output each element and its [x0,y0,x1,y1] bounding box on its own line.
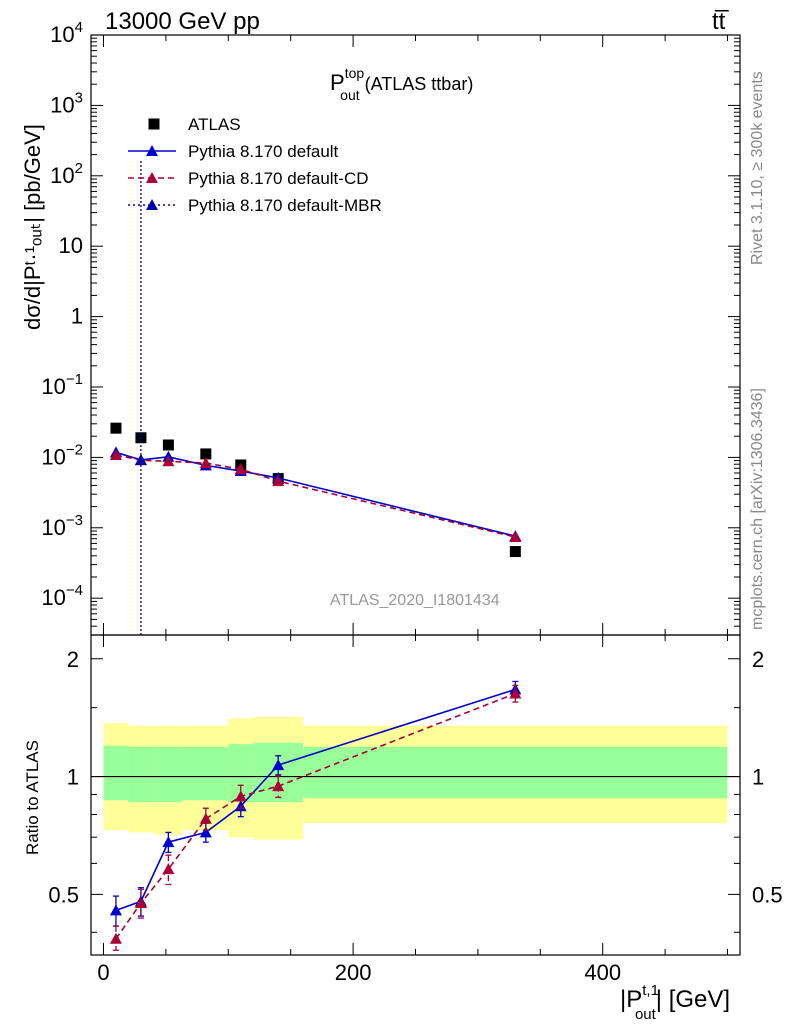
ratio-point [272,780,285,792]
ratio-tick-label: 0.5 [48,882,79,907]
y-tick-label: 10−2 [41,441,83,469]
ratio-tick-label-right: 1 [752,765,764,790]
y-tick-label: 10−4 [41,582,83,610]
mc-point [199,457,212,469]
band-inner-segment [303,747,728,799]
series-line [115,454,516,538]
ratio-tick-label-right: 0.5 [752,882,783,907]
source-label: mcplots.cern.ch [arXiv:1306.3436] [749,388,766,630]
legend-label: Pythia 8.170 default [188,142,339,161]
legend-marker [146,172,158,183]
x-tick-label: 0 [97,960,109,985]
series-mbr-point [134,453,147,465]
legend-marker [148,118,160,130]
energy-label: 13000 GeV pp [105,8,260,35]
band-inner-segment [103,745,129,801]
legend-marker [146,145,158,156]
x-axis-label: |Pt,1 out| [GeV] [620,982,730,1023]
series-line [115,451,516,537]
process-label: tt̅ [712,8,729,35]
ratio-point [199,812,212,824]
ratio-tick-label: 2 [67,647,79,672]
rivet-label: Rivet 3.1.10, ≥ 300k events [749,71,766,265]
ratio-ylabel: Ratio to ATLAS [23,740,42,855]
y-tick-label: 10−1 [41,371,83,399]
ratio-point [199,826,212,838]
data-point [200,448,212,460]
band-inner-segment [128,747,154,803]
legend-label: Pythia 8.170 default-CD [188,169,369,188]
legend-label: ATLAS [188,115,241,134]
band-inner-segment [153,747,183,803]
y-tick-label: 10−3 [41,512,83,540]
ratio-point [162,863,175,875]
y-tick-label: 102 [50,160,83,188]
data-point [162,439,174,451]
legend-marker [146,199,158,210]
ratio-point [134,897,147,909]
mc-point [109,449,122,461]
data-point [509,546,521,558]
mc-point [234,463,247,475]
x-tick-label: 200 [335,960,372,985]
mc-point [162,455,175,467]
data-point [110,422,122,434]
top-ylabel: dσ/d|Pᵗ·¹ₒᵤₜ| [pb/GeV] [20,124,45,330]
legend: ATLAS Pythia 8.170 default Pythia 8.170 de… [128,115,382,215]
mc-point [509,530,522,542]
legend-label: Pythia 8.170 default-MBR [188,196,382,215]
ratio-point [109,904,122,916]
ratio-tick-label-right: 2 [752,647,764,672]
ratio-point [272,759,285,771]
main-plot [109,159,522,635]
mc-point [272,475,285,487]
y-tick-label: 103 [50,89,83,117]
y-tick-label: 10 [59,233,83,258]
ratio-point [509,687,522,699]
ratio-point [162,836,175,848]
ratio-tick-label: 1 [67,765,79,790]
analysis-watermark: ATLAS_2020_I1801434 [330,592,500,609]
y-tick-label: 104 [50,19,83,47]
band-inner-segment [182,747,229,801]
ratio-plot [109,680,522,951]
ratio-point [109,932,122,944]
x-tick-label: 400 [584,960,621,985]
plot-title: Ptop out (ATLAS ttbar) [330,65,473,103]
y-tick-label: 1 [71,304,83,329]
ratio-point [234,790,247,802]
uncertainty-bands [91,716,740,840]
